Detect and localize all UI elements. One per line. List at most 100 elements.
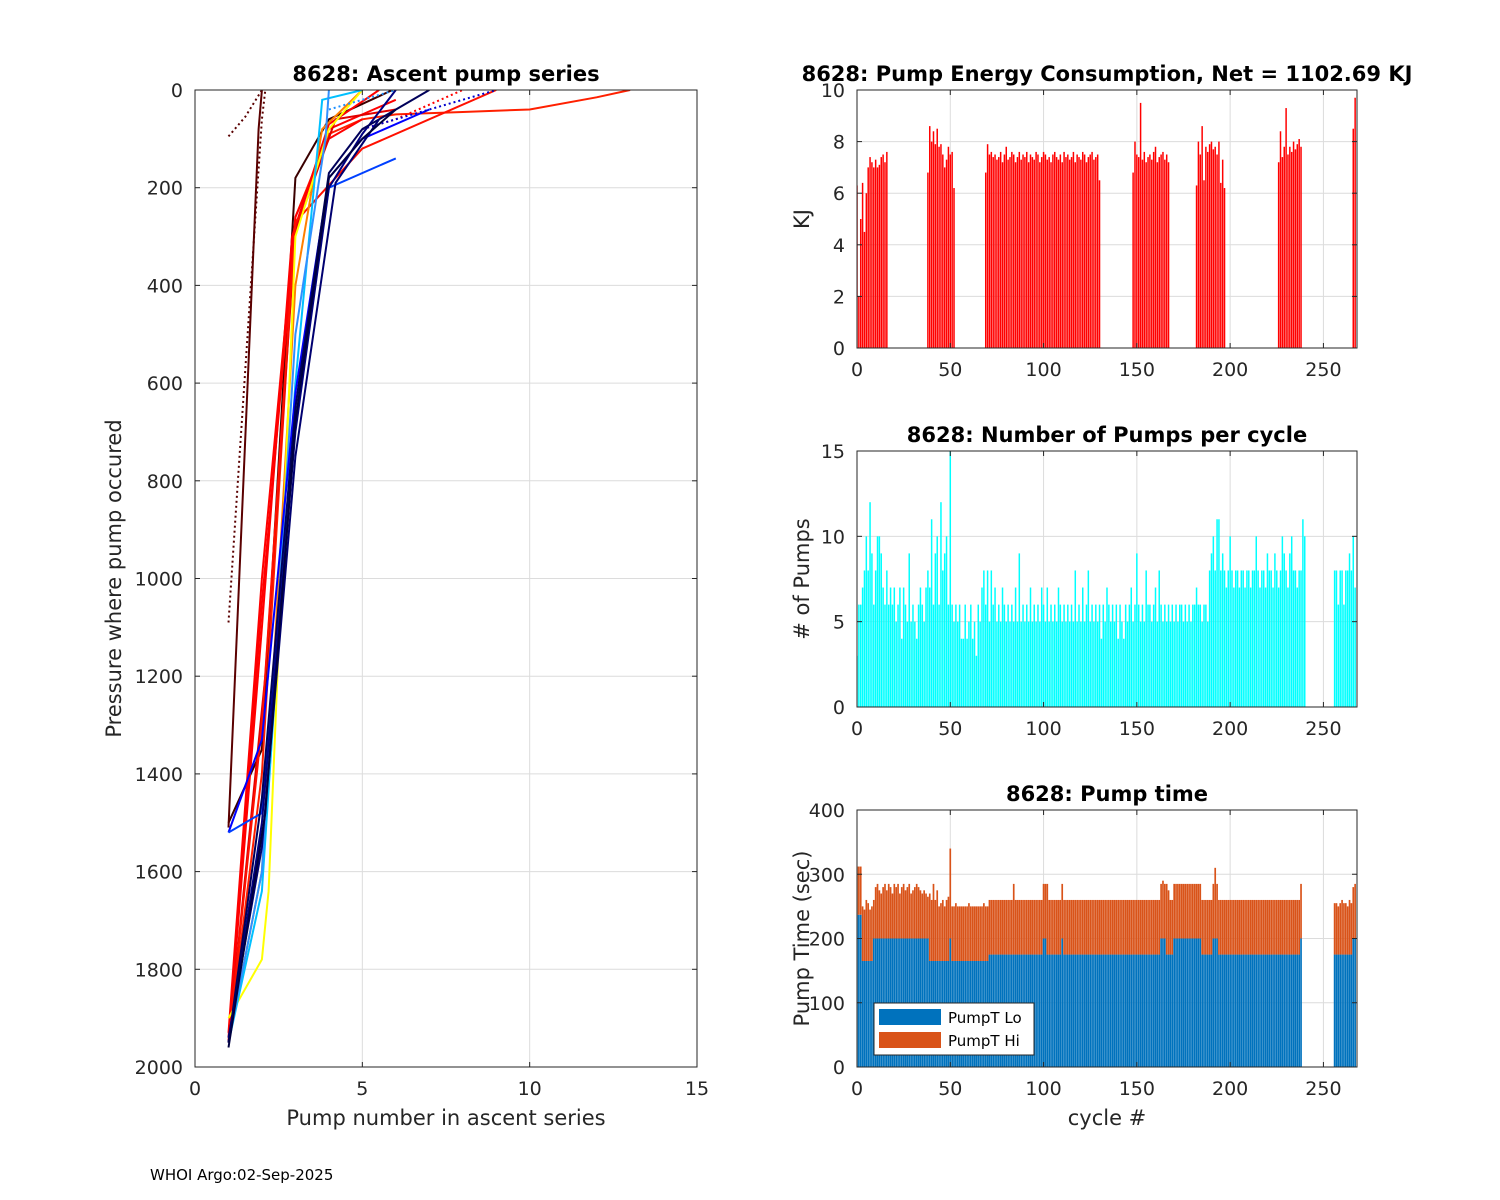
bar xyxy=(1026,604,1028,707)
ascent-pump-series-chart: 0 5 10 15 0 200 400 600 800 1000 1200 1400 1600 1800 2… xyxy=(102,62,709,1130)
bar xyxy=(1158,157,1160,348)
bar-pumpt-lo xyxy=(1061,938,1064,1067)
bar xyxy=(1248,570,1250,707)
bar-pumpt-lo xyxy=(1096,954,1099,1067)
bar xyxy=(1298,570,1300,707)
bar-pumpt-lo xyxy=(1244,954,1246,1067)
bar-pumpt-hi xyxy=(949,848,952,939)
bar xyxy=(1197,604,1200,707)
bar-pumpt-hi xyxy=(1126,899,1129,955)
bar-pumpt-lo xyxy=(1240,954,1243,1067)
bar xyxy=(1055,157,1058,348)
bar-pumpt-lo xyxy=(1164,938,1166,1067)
bar-pumpt-hi xyxy=(947,896,950,961)
bar-pumpt-hi xyxy=(1337,906,1340,955)
bar xyxy=(942,154,944,348)
bar xyxy=(884,162,886,348)
bar-pumpt-hi xyxy=(923,890,925,939)
bar xyxy=(910,621,912,707)
bar-pumpt-lo xyxy=(1289,954,1291,1067)
bar xyxy=(953,621,955,707)
bar xyxy=(1220,570,1222,707)
bar xyxy=(1221,553,1224,707)
bar xyxy=(1205,604,1207,707)
bar-pumpt-lo xyxy=(1053,954,1056,1067)
bar xyxy=(1096,621,1099,707)
bar-pumpt-hi xyxy=(1061,883,1064,939)
y-tick-label: 600 xyxy=(147,373,183,395)
bar xyxy=(949,451,952,707)
bar-pumpt-hi xyxy=(861,906,864,961)
bar xyxy=(1354,587,1356,707)
bar xyxy=(1283,553,1285,707)
x-tick-label: 200 xyxy=(1212,359,1248,381)
bar-pumpt-hi xyxy=(906,887,909,939)
y-tick-label: 1000 xyxy=(135,569,183,591)
bar xyxy=(1249,587,1252,707)
bar-pumpt-hi xyxy=(1070,899,1073,955)
bar-pumpt-hi xyxy=(984,906,987,961)
bar-pumpt-hi xyxy=(867,903,870,961)
bar xyxy=(1009,157,1011,348)
bar xyxy=(932,131,935,348)
bar-pumpt-lo xyxy=(1093,954,1095,1067)
bar-pumpt-lo xyxy=(1147,954,1149,1067)
bar-pumpt-hi xyxy=(1068,899,1071,955)
bar-pumpt-hi xyxy=(1029,899,1032,955)
bar xyxy=(1218,141,1220,348)
bar-pumpt-lo xyxy=(1141,954,1144,1067)
bar xyxy=(1011,151,1013,348)
bar-pumpt-lo xyxy=(1233,954,1235,1067)
bar-pumpt-lo xyxy=(1188,938,1190,1067)
bar xyxy=(1262,570,1265,707)
bar xyxy=(996,621,998,707)
bar xyxy=(1117,638,1119,707)
bar xyxy=(1050,162,1052,348)
bar-pumpt-hi xyxy=(1212,883,1215,939)
bar xyxy=(1070,604,1073,707)
bar-pumpt-hi xyxy=(876,883,879,939)
bar-pumpt-lo xyxy=(871,960,873,1067)
bar-pumpt-hi xyxy=(1167,890,1170,955)
bar xyxy=(1229,536,1231,707)
bar-pumpt-hi xyxy=(1354,883,1356,939)
bar-pumpt-hi xyxy=(1240,899,1243,955)
bar-pumpt-lo xyxy=(1223,954,1226,1067)
bar-pumpt-lo xyxy=(1283,954,1286,1067)
bar-pumpt-lo xyxy=(1186,938,1189,1067)
bar-pumpt-lo xyxy=(1350,954,1353,1067)
bar-pumpt-hi xyxy=(1048,899,1050,955)
bar xyxy=(1147,604,1149,707)
bar-pumpt-lo xyxy=(865,960,868,1067)
bar-pumpt-hi xyxy=(1287,899,1289,955)
bar xyxy=(1014,162,1017,348)
bar xyxy=(874,159,877,348)
bar-pumpt-lo xyxy=(1219,954,1222,1067)
bar xyxy=(880,553,882,707)
bar-pumpt-lo xyxy=(1249,954,1252,1067)
bar xyxy=(986,570,989,707)
bar-pumpt-hi xyxy=(925,893,927,939)
bar xyxy=(889,587,892,707)
bar xyxy=(1290,151,1293,348)
bar xyxy=(1287,154,1289,348)
bar xyxy=(1014,587,1017,707)
bar-pumpt-hi xyxy=(1055,899,1058,955)
bar xyxy=(966,638,968,707)
bar xyxy=(1137,604,1140,707)
bar xyxy=(1130,587,1132,707)
bar-pumpt-hi xyxy=(1040,899,1043,955)
bar xyxy=(962,638,965,707)
bar xyxy=(994,154,996,348)
bar-pumpt-hi xyxy=(1173,883,1175,939)
bar-pumpt-lo xyxy=(1048,954,1050,1067)
bar-pumpt-hi xyxy=(1111,899,1114,955)
bar-pumpt-lo xyxy=(1298,954,1300,1067)
bar-pumpt-lo xyxy=(1158,954,1161,1067)
bar xyxy=(1074,570,1077,707)
bar-pumpt-lo xyxy=(1104,954,1106,1067)
bar-pumpt-lo xyxy=(1080,954,1082,1067)
bar xyxy=(1057,587,1060,707)
series-line-cyan xyxy=(227,90,363,1043)
